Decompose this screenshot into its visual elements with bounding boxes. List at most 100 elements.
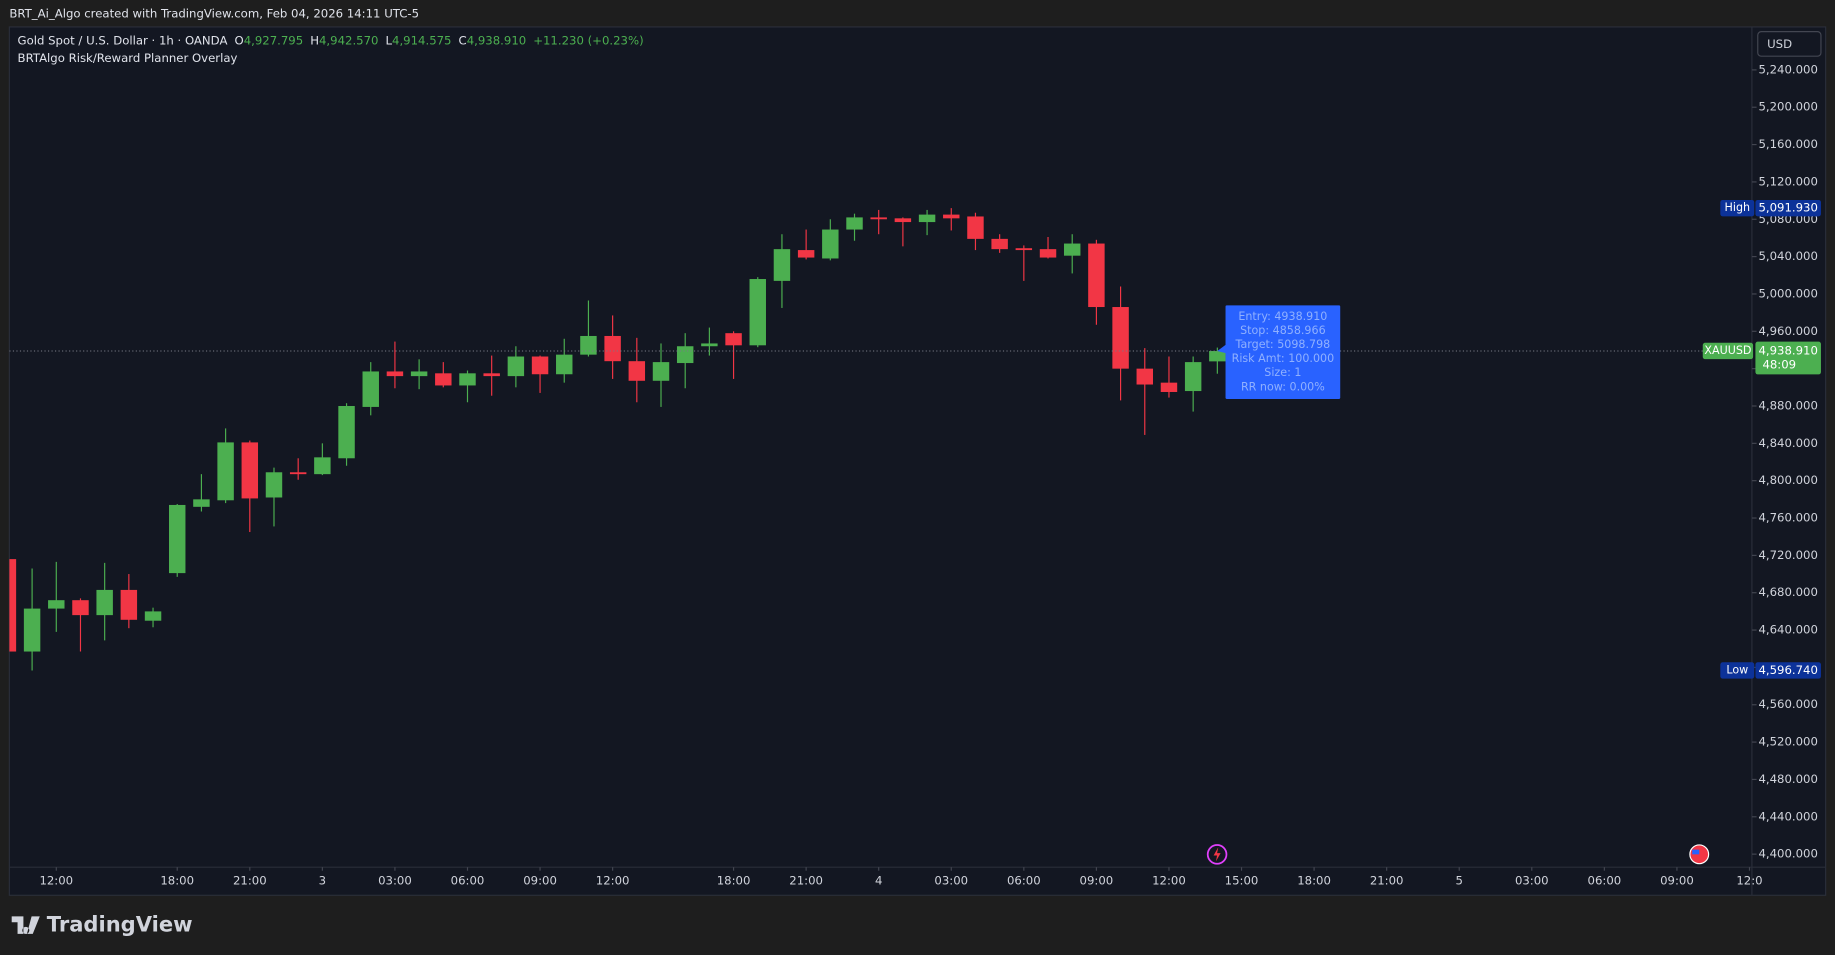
y-tick-label: 4,800.000	[1758, 473, 1817, 487]
x-tick-label: 09:00	[1660, 874, 1694, 888]
x-tick-label: 21:00	[789, 874, 823, 888]
candle-body	[580, 335, 597, 355]
y-tick-label: 4,680.000	[1758, 585, 1817, 599]
y-tick-label: 4,760.000	[1758, 511, 1817, 525]
currency-button[interactable]	[1757, 31, 1822, 57]
x-tick-label: 18:00	[160, 874, 194, 888]
candle-body	[943, 214, 960, 219]
info-pointer	[1217, 343, 1227, 354]
legend-key: H	[310, 33, 319, 47]
candle-body	[338, 405, 355, 459]
high_marker-value-badge	[1755, 199, 1821, 217]
candle-body	[967, 216, 984, 239]
currency-label[interactable]: USD	[1767, 37, 1792, 51]
info-line: Size: 1	[1264, 366, 1301, 379]
y-tick-label: 5,040.000	[1758, 249, 1817, 263]
flag-icon-canton	[1692, 849, 1700, 855]
candle-body	[991, 238, 1008, 250]
countdown: 48:09	[1762, 358, 1796, 372]
last-price-badge	[1755, 341, 1821, 375]
legend-value: 4,914.575	[392, 33, 451, 47]
last-price-value: 4,938.910	[1758, 343, 1817, 357]
candle-body	[1039, 249, 1057, 258]
candle-body	[797, 250, 815, 258]
candle-body	[241, 442, 259, 499]
info-line: RR now: 0.00%	[1241, 380, 1325, 393]
candle-body	[1209, 350, 1226, 362]
legend-key: O	[234, 33, 243, 47]
x-tick-label: 03:00	[934, 874, 968, 888]
info-line: Risk Amt: 100.000	[1232, 352, 1335, 365]
caption: BRT_Ai_Algo created with TradingView.com…	[9, 7, 419, 21]
candle-body	[72, 600, 89, 616]
x-tick-label: 18:00	[1297, 874, 1331, 888]
candle-body	[676, 346, 694, 364]
candle-body	[507, 356, 525, 377]
x-tick-label: 03:00	[378, 874, 412, 888]
y-tick-label: 5,000.000	[1758, 286, 1817, 300]
candle-body	[725, 333, 742, 346]
y-tick-label: 5,120.000	[1758, 174, 1817, 188]
legend-value: 4,938.910	[467, 33, 526, 47]
candle-body	[846, 217, 863, 230]
candle-body	[628, 361, 646, 381]
candle-body	[894, 218, 912, 223]
candle-body	[701, 343, 718, 347]
event-icon-bolt	[1213, 847, 1221, 862]
x-tick-label: 03:00	[1515, 874, 1549, 888]
y-tick-label: 4,960.000	[1758, 324, 1817, 338]
overlay: 4,400.000 4,440.000 4,480.000 4,520.000 4,56…	[39, 62, 1817, 887]
x-tick-label: 15:00	[1225, 874, 1259, 888]
x-tick-label: 21:00	[233, 874, 267, 888]
legend-value: 4,927.795	[244, 33, 303, 47]
candle-body	[918, 214, 936, 223]
high_marker-value-label: 5,091.930	[1758, 201, 1817, 215]
candle-body	[870, 217, 887, 220]
candle-body	[556, 354, 573, 375]
brand-name: TradingView	[47, 912, 193, 937]
candle-body	[652, 362, 670, 381]
candle-body	[23, 608, 41, 652]
candle-body	[48, 600, 65, 609]
brand-logo	[11, 916, 40, 934]
y-tick-label: 4,520.000	[1758, 735, 1817, 749]
chart-frame	[8, 26, 1827, 896]
candle-body	[144, 611, 162, 621]
y-tick-label: 4,640.000	[1758, 623, 1817, 637]
candle-body	[265, 472, 283, 498]
candle-body	[1063, 243, 1081, 256]
x-tick-label: 5	[1456, 874, 1463, 888]
info-line: Target: 5098.798	[1235, 338, 1331, 351]
symbol-title: Gold Spot / U.S. Dollar · 1h · OANDA	[18, 33, 228, 47]
y-tick-label: 4,400.000	[1758, 847, 1817, 861]
candle-body	[410, 371, 428, 377]
x-tick-label: 06:00	[1007, 874, 1041, 888]
y-tick-label: 5,200.000	[1758, 100, 1817, 114]
high_marker-name-badge	[1720, 199, 1755, 217]
x-tick-label: 12:00	[39, 874, 73, 888]
plot-area	[9, 208, 1752, 671]
y-tick-label: 4,440.000	[1758, 809, 1817, 823]
indicator-title: BRTAlgo Risk/Reward Planner Overlay	[18, 51, 238, 65]
legend-value: 4,942.570	[319, 33, 378, 47]
event-icon[interactable]	[1206, 844, 1228, 865]
candle-body	[1184, 362, 1202, 392]
candle-body	[483, 373, 500, 377]
candle-body	[217, 442, 234, 501]
candle-body	[289, 472, 307, 475]
candle-body	[822, 229, 839, 259]
symbol-badge	[1702, 342, 1754, 360]
candle-body	[1015, 248, 1033, 251]
x-tick-label: 06:00	[451, 874, 485, 888]
candle-body	[169, 504, 186, 574]
x-tick-label: 12:0	[1736, 874, 1762, 888]
high_marker-name: High	[1725, 201, 1751, 214]
x-tick-label: 21:00	[1370, 874, 1404, 888]
candle-body	[1112, 307, 1129, 369]
x-tick-label: 09:00	[1080, 874, 1114, 888]
candle-body	[362, 371, 379, 407]
y-tick-label: 4,840.000	[1758, 436, 1817, 450]
legend-change: +11.230 (+0.23%)	[533, 33, 643, 47]
x-tick-label: 4	[875, 874, 882, 888]
